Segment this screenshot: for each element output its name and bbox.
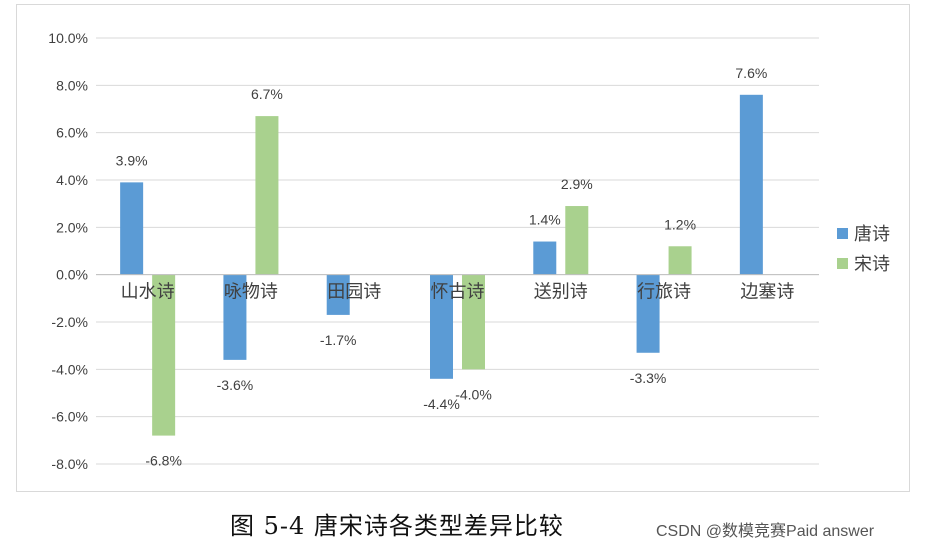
y-tick-label: -2.0% — [51, 314, 88, 330]
data-label: -4.0% — [455, 386, 492, 402]
data-label: -1.7% — [320, 332, 357, 348]
bar-tang — [326, 274, 350, 315]
bar-song — [152, 274, 176, 436]
x-tick-label: 行旅诗 — [637, 282, 691, 303]
bar-tang — [533, 241, 557, 275]
y-tick-label: 6.0% — [56, 125, 88, 141]
legend-label: 宋诗 — [854, 254, 890, 275]
bar-tang — [739, 94, 763, 275]
y-tick-label: 8.0% — [56, 77, 88, 93]
bar-chart: 10.0% 8.0% 6.0% 4.0% 2.0% 0.0% -2.0% -4.0% -6.0%… — [48, 30, 890, 472]
y-tick-label: -6.0% — [51, 409, 88, 425]
bar-tang — [223, 274, 247, 360]
bar-song — [255, 116, 279, 275]
legend-swatch-tang — [837, 228, 848, 239]
y-tick-label: 2.0% — [56, 219, 88, 235]
x-tick-label: 咏物诗 — [224, 282, 278, 303]
y-tick-label: -4.0% — [51, 361, 88, 377]
figure-caption: 图 5-4 唐宋诗各类型差异比较 — [230, 512, 564, 540]
y-tick-label: 0.0% — [56, 267, 88, 283]
x-tick-label: 山水诗 — [121, 282, 175, 303]
x-tick-label: 田园诗 — [327, 282, 381, 303]
x-tick-label: 送别诗 — [534, 282, 588, 303]
data-label: 1.2% — [664, 216, 696, 232]
data-label: -3.3% — [630, 370, 667, 386]
data-label: -6.8% — [145, 453, 182, 469]
legend-swatch-song — [837, 258, 848, 269]
y-tick-label: -8.0% — [51, 456, 88, 472]
bar-tang — [636, 274, 660, 353]
data-label: -4.4% — [423, 396, 460, 412]
x-tick-label: 边塞诗 — [740, 282, 794, 303]
bar-song — [668, 246, 692, 275]
data-label: 7.6% — [735, 65, 767, 81]
data-label: 2.9% — [561, 176, 593, 192]
bar-tang — [120, 182, 144, 275]
bar-song — [565, 206, 589, 275]
data-label: 6.7% — [251, 86, 283, 102]
data-label: -3.6% — [217, 377, 254, 393]
data-label: 1.4% — [529, 212, 561, 228]
y-tick-label: 4.0% — [56, 172, 88, 188]
y-tick-label: 10.0% — [48, 30, 88, 46]
data-label: 3.9% — [116, 152, 148, 168]
x-tick-label: 怀古诗 — [431, 282, 485, 303]
chart-frame: 10.0% 8.0% 6.0% 4.0% 2.0% 0.0% -2.0% -4.0% -6.0%… — [16, 4, 910, 492]
bar-tang — [430, 274, 453, 379]
bar-song — [462, 274, 485, 370]
legend-label: 唐诗 — [854, 224, 890, 245]
watermark-text: CSDN @数模竞赛Paid answer — [656, 523, 875, 540]
